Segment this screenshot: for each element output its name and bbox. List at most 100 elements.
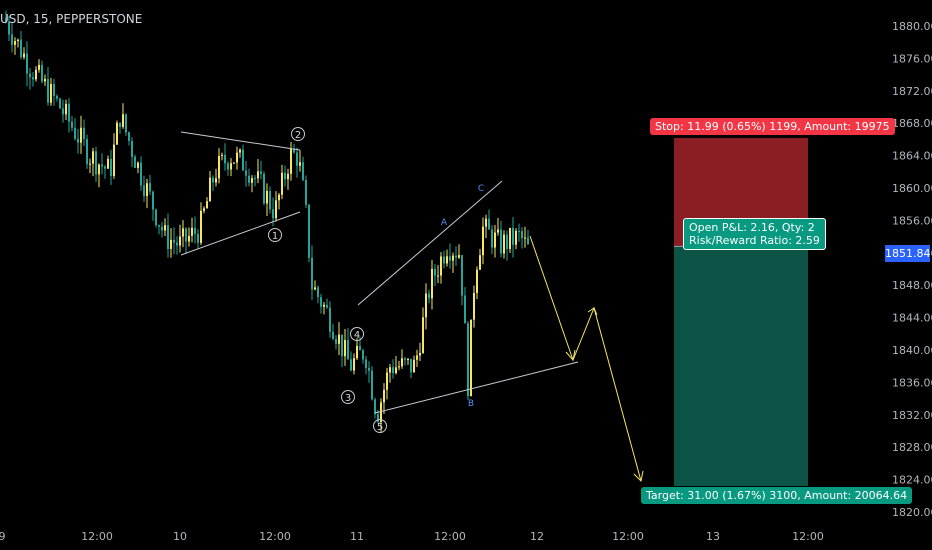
candle-body bbox=[182, 228, 184, 237]
candle-body bbox=[287, 173, 289, 180]
candle-body bbox=[173, 239, 175, 243]
candle-body bbox=[131, 140, 133, 157]
candle-body bbox=[278, 194, 280, 201]
candle-body bbox=[389, 367, 391, 373]
wave-label: 5 bbox=[377, 422, 383, 433]
candle-body bbox=[422, 317, 424, 353]
candle-body bbox=[56, 95, 58, 99]
candle-body bbox=[290, 148, 292, 174]
candle-body bbox=[260, 171, 262, 174]
candle-body bbox=[446, 256, 448, 264]
candle-body bbox=[365, 359, 367, 368]
candle-body bbox=[497, 229, 499, 233]
candle-body bbox=[485, 218, 487, 227]
candle-body bbox=[107, 158, 109, 169]
x-tick-label: 12 bbox=[530, 530, 544, 543]
x-tick-label: 12:00 bbox=[612, 530, 644, 543]
candle-body bbox=[455, 255, 457, 258]
candle-body bbox=[353, 358, 355, 371]
candle-body bbox=[170, 239, 172, 249]
candle-body bbox=[101, 164, 103, 167]
candle-body bbox=[332, 331, 334, 339]
candle-body bbox=[296, 152, 298, 166]
candle-body bbox=[401, 358, 403, 367]
candle-body bbox=[344, 340, 346, 357]
candle-body bbox=[209, 177, 211, 202]
candle-body bbox=[143, 185, 145, 197]
candle-body bbox=[386, 372, 388, 390]
y-tick-label: 1856.00 bbox=[892, 214, 932, 227]
last-price-tag: 1851.84 bbox=[885, 245, 931, 262]
candle-body bbox=[425, 293, 427, 318]
candle-body bbox=[242, 149, 244, 171]
candle-body bbox=[98, 164, 100, 175]
candle-body bbox=[119, 122, 121, 127]
wave-label: 4 bbox=[354, 330, 360, 341]
candle-body bbox=[38, 64, 40, 70]
candle-body bbox=[338, 334, 340, 344]
target-zone[interactable] bbox=[674, 246, 808, 486]
candle-body bbox=[146, 183, 148, 197]
candle-body bbox=[35, 69, 37, 80]
stop-label[interactable]: Stop: 11.99 (0.65%) 1199, Amount: 19975 bbox=[650, 118, 895, 135]
candle-body bbox=[413, 359, 415, 373]
y-tick-label: 1828.00 bbox=[892, 441, 932, 454]
candle-body bbox=[314, 287, 316, 290]
candle-body bbox=[452, 255, 454, 261]
candle-body bbox=[299, 162, 301, 166]
candle-body bbox=[443, 256, 445, 264]
candle-body bbox=[470, 319, 472, 397]
candle-body bbox=[269, 190, 271, 210]
candle-body bbox=[461, 255, 463, 296]
candle-body bbox=[92, 151, 94, 164]
candle-body bbox=[293, 148, 295, 153]
candle-body bbox=[44, 79, 46, 82]
candle-body bbox=[158, 225, 160, 227]
candle-body bbox=[356, 345, 358, 359]
candle-body bbox=[272, 209, 274, 219]
candle-body bbox=[521, 231, 523, 239]
candle-body bbox=[11, 34, 13, 45]
y-tick-label: 1824.00 bbox=[892, 474, 932, 487]
candle-body bbox=[233, 162, 235, 164]
candle-body bbox=[179, 236, 181, 246]
candle-body bbox=[65, 103, 67, 115]
target-label[interactable]: Target: 31.00 (1.67%) 3100, Amount: 2006… bbox=[641, 487, 913, 504]
candle-body bbox=[275, 200, 277, 219]
wave-label: A bbox=[441, 218, 448, 228]
candle-body bbox=[71, 121, 73, 128]
wave-label: 2 bbox=[295, 130, 301, 141]
wedge-lower-line bbox=[374, 361, 579, 414]
x-tick-label: 12:00 bbox=[259, 530, 291, 543]
candle-body bbox=[194, 227, 196, 235]
candle-body bbox=[491, 229, 493, 248]
arrow-head-3 bbox=[633, 470, 644, 483]
candle-body bbox=[449, 256, 451, 261]
candle-body bbox=[302, 162, 304, 180]
y-tick-label: 1844.00 bbox=[892, 312, 932, 325]
candle-body bbox=[77, 138, 79, 143]
y-tick-label: 1868.00 bbox=[892, 117, 932, 130]
candle-body bbox=[374, 399, 376, 415]
wave-circle bbox=[268, 228, 282, 242]
candle-body bbox=[503, 234, 505, 254]
candle-body bbox=[392, 367, 394, 374]
x-tick-label: 12:00 bbox=[434, 530, 466, 543]
candle-body bbox=[380, 402, 382, 423]
y-tick-label: 1860.00 bbox=[892, 182, 932, 195]
candle-body bbox=[155, 209, 157, 226]
candle-body bbox=[20, 39, 22, 58]
position-info-label[interactable]: Open P&L: 2.16, Qty: 2 Risk/Reward Ratio… bbox=[683, 218, 826, 250]
candle-body bbox=[440, 256, 442, 276]
candle-body bbox=[239, 149, 241, 153]
candle-body bbox=[116, 122, 118, 145]
candle-body bbox=[227, 163, 229, 170]
triangle-upper-line bbox=[180, 131, 301, 151]
x-tick-label: 12:00 bbox=[81, 530, 113, 543]
candle-body bbox=[128, 132, 130, 141]
candle-body bbox=[104, 166, 106, 169]
candle-body bbox=[323, 304, 325, 307]
symbol-title[interactable]: USD, 15, PEPPERSTONE bbox=[0, 12, 143, 26]
candle-body bbox=[464, 295, 466, 324]
